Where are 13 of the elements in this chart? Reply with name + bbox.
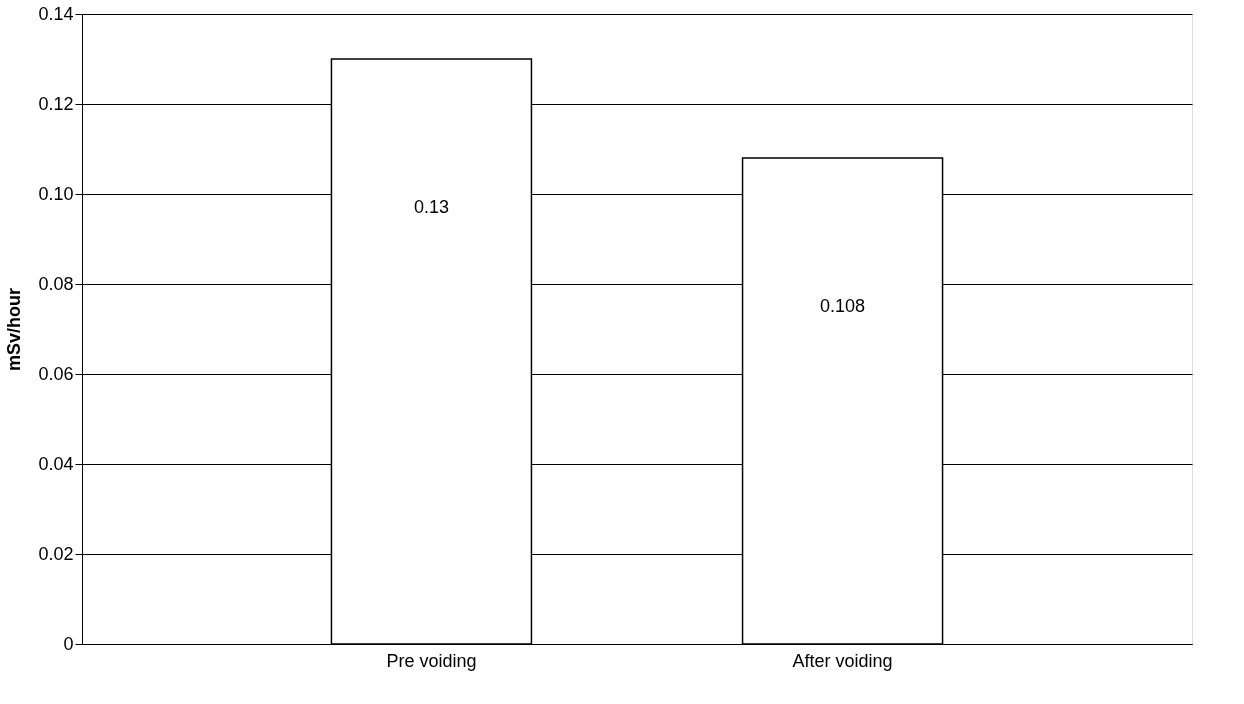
y-tick-label: 0.06: [38, 363, 74, 384]
y-tick-label: 0.08: [38, 273, 74, 294]
y-tick-label: 0.12: [38, 93, 74, 114]
y-tick-label: 0: [63, 633, 74, 654]
x-tick-label: Pre voiding: [386, 650, 477, 671]
y-tick-label: 0.04: [38, 453, 74, 474]
y-tick-label: 0.10: [38, 183, 74, 204]
y-axis-title: mSv/hour: [4, 287, 25, 372]
x-tick-label: After voiding: [792, 650, 893, 671]
y-tick-label: 0.14: [38, 3, 74, 24]
y-tick-label: 0.02: [38, 543, 74, 564]
data-label: 0.13: [413, 197, 449, 217]
data-label: 0.108: [820, 296, 866, 316]
